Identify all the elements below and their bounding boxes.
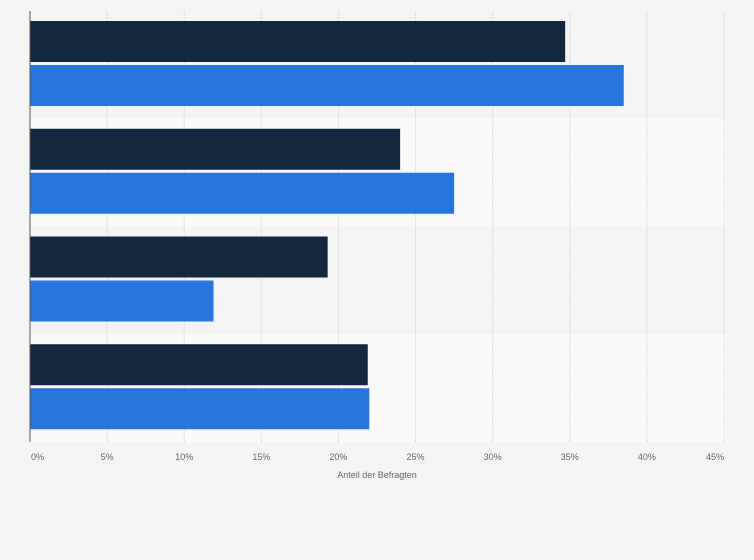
bar-series-2-category-3[interactable] [30, 280, 214, 322]
bar-series-2-category-2[interactable] [30, 172, 455, 214]
x-tick-label: 0% [31, 452, 44, 462]
x-tick-label: 35% [561, 452, 579, 462]
bar-series-2-category-1[interactable] [30, 65, 624, 106]
x-tick-label: 40% [638, 452, 656, 462]
x-tick-label: 45% [706, 452, 724, 462]
x-tick-label: 15% [252, 452, 270, 462]
x-tick-label: 25% [407, 452, 425, 462]
bars [30, 21, 624, 430]
x-tick-labels: 0% 5% 10% 15% 20% 25% 30% 35% 40% 45% [31, 452, 724, 462]
bar-series-1-category-4[interactable] [30, 344, 368, 386]
x-tick-label: 30% [484, 452, 502, 462]
bar-series-1-category-1[interactable] [30, 21, 566, 62]
bar-series-2-category-4[interactable] [30, 388, 370, 430]
x-axis-title: Anteil der Befragten [337, 470, 417, 480]
bar-series-1-category-2[interactable] [30, 128, 401, 170]
x-tick-label: 10% [175, 452, 193, 462]
x-tick-label: 20% [329, 452, 347, 462]
bar-series-1-category-3[interactable] [30, 236, 328, 278]
x-tick-label: 5% [101, 452, 114, 462]
